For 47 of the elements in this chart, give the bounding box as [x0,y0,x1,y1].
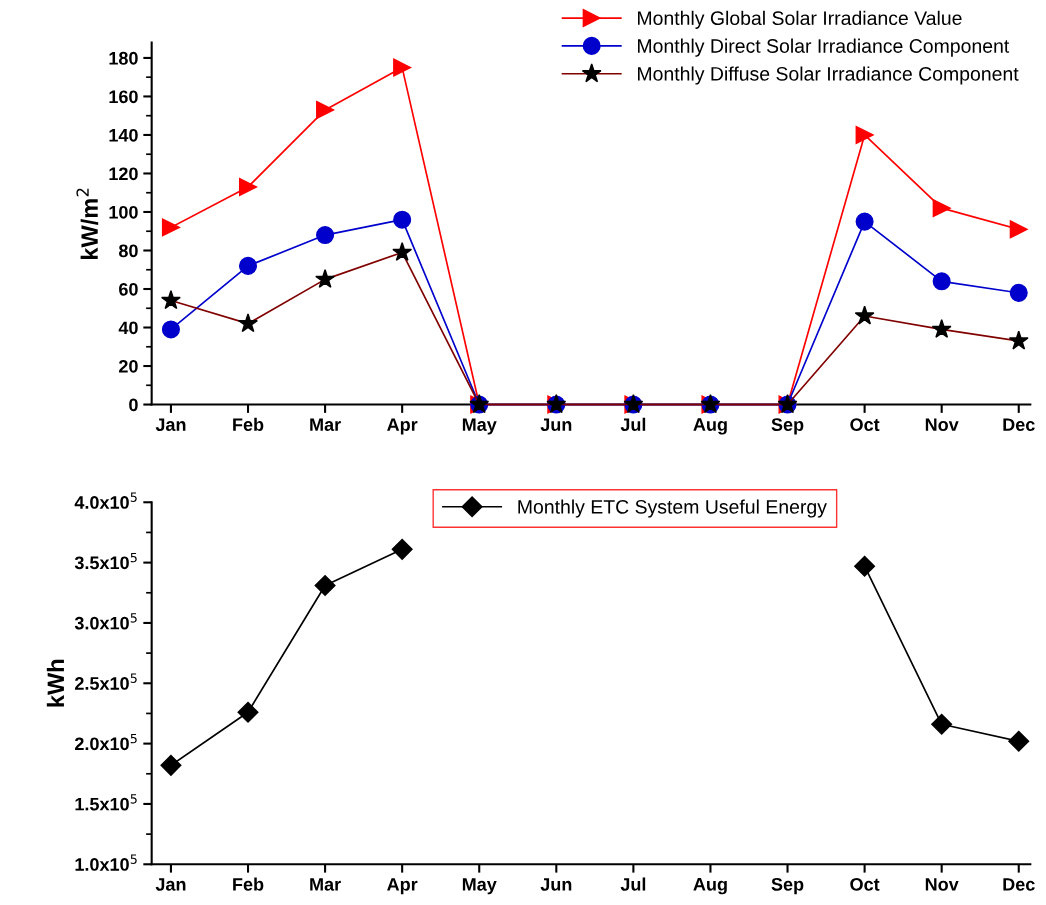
x-tick-label: Feb [233,417,264,431]
y-tick-label: 120 [109,167,138,181]
y-tick-label: 180 [109,51,138,65]
y-tick-label: 3.0x10$^{5}$ [74,613,137,630]
x-tick-label: Mar [310,878,341,891]
x-tick-label: Jul [620,877,646,891]
x-tick-label: Feb [233,877,264,891]
x-tick-label: May [462,418,497,435]
x-tick-label: Jun [540,418,572,431]
x-tick-label: Oct [850,877,880,891]
y-tick-label: 1.5x10$^{5}$ [75,794,137,811]
y-axis-title: kWh [46,659,64,707]
x-tick-label: Mar [310,418,341,431]
y-tick-label: 80 [118,244,138,258]
y-tick-label: 140 [109,128,138,142]
x-tick-label: Dec [1003,878,1035,891]
x-tick-label: Jul [620,417,646,431]
y-tick-label: 20 [119,359,138,373]
x-tick-label: Nov [925,878,959,891]
x-tick-label: Dec [1003,418,1035,431]
x-tick-label: Sep [771,418,804,435]
x-tick-label: May [462,878,497,895]
y-axis-title: kW/m$^{2}$ [76,188,99,260]
y-tick-label: 2.0x10$^{5}$ [75,733,137,751]
y-tick-label: 4.0x10$^{5}$ [74,492,137,509]
legend-label: Monthly Diffuse Solar Irradiance Component [638,66,1019,85]
legend-label: Monthly Direct Solar Irradiance Component [638,38,1010,57]
x-tick-label: Apr [387,418,418,435]
y-tick-label: 3.5x10$^{5}$ [74,552,137,570]
y-tick-label: 160 [109,90,138,104]
x-tick-label: Jan [155,418,186,431]
x-tick-label: Oct [850,418,880,431]
x-tick-label: Apr [387,878,418,895]
y-tick-label: 40 [118,321,138,335]
x-tick-label: Jan [155,878,186,891]
x-tick-label: Aug [693,418,727,435]
x-tick-label: Jun [540,878,572,891]
x-tick-label: Sep [771,877,804,895]
y-tick-label: 0 [129,398,138,412]
legend-label: Monthly ETC System Useful Energy [518,499,827,518]
legend-label: Monthly Global Solar Irradiance Value [638,10,962,29]
y-tick-label: 1.0x10$^{5}$ [75,854,137,871]
y-tick-label: 60 [119,282,138,296]
x-tick-label: Aug [693,878,727,895]
y-tick-label: 100 [109,205,138,219]
y-tick-label: 2.5x10$^{5}$ [75,673,137,690]
x-tick-label: Nov [925,418,959,431]
